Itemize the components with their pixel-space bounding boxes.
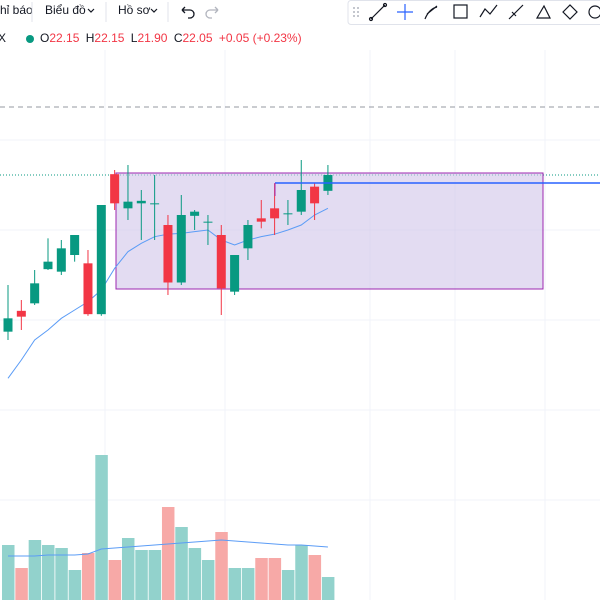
ray-tool[interactable] xyxy=(508,4,524,20)
volume-bar xyxy=(121,538,135,600)
volume-bar xyxy=(95,455,108,600)
crosshair-tool[interactable] xyxy=(397,4,413,20)
candle-body xyxy=(30,283,40,304)
volume-bar xyxy=(41,545,55,600)
ohlc-key: O xyxy=(40,31,49,45)
candle-body xyxy=(243,225,253,249)
volume-bar xyxy=(215,532,228,600)
candle-body xyxy=(176,215,186,283)
trendline-tool[interactable] xyxy=(370,4,386,20)
candle-body xyxy=(70,235,80,255)
redo-button[interactable] xyxy=(205,6,219,19)
ohlc-value: 22.15 xyxy=(94,31,124,45)
toolbar-profile[interactable]: Hồ sơ xyxy=(118,3,151,17)
volume-bar xyxy=(188,548,202,600)
candle-body xyxy=(16,310,26,317)
brush-tool[interactable] xyxy=(424,5,438,20)
candle-body xyxy=(296,190,306,212)
candle-body xyxy=(270,208,280,219)
candle-body xyxy=(230,255,240,292)
candle-body xyxy=(150,203,160,205)
candle-body xyxy=(43,261,53,270)
ohlc-legend: X O22.15 H22.15 L21.90 C22.05 +0.05 (+0.… xyxy=(0,31,302,45)
candle-body xyxy=(56,248,66,272)
volume-bar xyxy=(321,577,335,600)
toolbar-chart[interactable]: Biểu đồ xyxy=(45,3,86,17)
volume-bar xyxy=(295,545,308,600)
ohlc-value: 22.15 xyxy=(49,31,79,45)
ohlc-key: L xyxy=(131,31,138,45)
candle-body xyxy=(136,200,146,204)
ohlc-value: 21.90 xyxy=(137,31,167,45)
volume-bar xyxy=(175,527,188,600)
volume-bar xyxy=(15,568,28,600)
volume-bar xyxy=(255,558,268,600)
candle-body xyxy=(256,218,266,222)
volume-bar xyxy=(148,550,162,600)
undo-button[interactable] xyxy=(181,6,195,19)
volume-bar xyxy=(2,545,15,600)
volume-bar xyxy=(28,540,42,600)
top-toolbar xyxy=(0,0,348,24)
dropdown-caret xyxy=(150,8,158,13)
candle-body xyxy=(310,186,320,204)
symbol: X xyxy=(0,31,6,45)
volume-ma-line xyxy=(8,539,328,557)
volume-bar xyxy=(308,555,322,600)
grid xyxy=(0,50,600,600)
ohlc-value: 22.05 xyxy=(183,31,213,45)
toolbar-indicators[interactable]: hỉ báo xyxy=(0,3,33,17)
candle-body xyxy=(3,318,13,332)
candle-body xyxy=(163,225,173,283)
drawing-toolbar xyxy=(347,0,600,25)
triangle-tool[interactable] xyxy=(535,4,551,19)
volume-bar xyxy=(281,570,295,600)
series-layer xyxy=(2,160,335,600)
rectangle-drawing[interactable] xyxy=(115,172,544,290)
volume-bar xyxy=(68,570,82,600)
candle-body xyxy=(216,235,226,289)
volume-bar xyxy=(108,560,122,600)
rectangle-tool[interactable] xyxy=(453,4,468,19)
change: +0.05 (+0.23%) xyxy=(219,31,302,45)
volume-bar xyxy=(201,560,215,600)
ohlc-key: C xyxy=(174,31,183,45)
dropdown-caret xyxy=(87,8,95,13)
volume-bar xyxy=(81,553,95,600)
ohlc-values: O22.15 H22.15 L21.90 C22.05 +0.05 (+0.23… xyxy=(40,31,302,45)
volume-bar xyxy=(268,558,282,600)
ohlc-key: H xyxy=(86,31,95,45)
candle-body xyxy=(96,205,106,315)
volume-bar xyxy=(55,548,68,600)
status-dot xyxy=(26,35,34,43)
volume-bar xyxy=(241,568,255,600)
path-tool[interactable] xyxy=(479,4,498,18)
volume-bar xyxy=(135,550,148,600)
candle-body xyxy=(83,263,93,315)
candle-body xyxy=(190,211,200,216)
volume-bar xyxy=(161,507,175,600)
circle-tool[interactable] xyxy=(588,5,600,19)
candle-body xyxy=(203,221,213,223)
polygon-tool[interactable] xyxy=(562,4,578,20)
candle-body xyxy=(283,213,293,215)
candle-body xyxy=(110,174,120,204)
candle-body xyxy=(123,201,133,209)
volume-bar xyxy=(228,568,242,600)
